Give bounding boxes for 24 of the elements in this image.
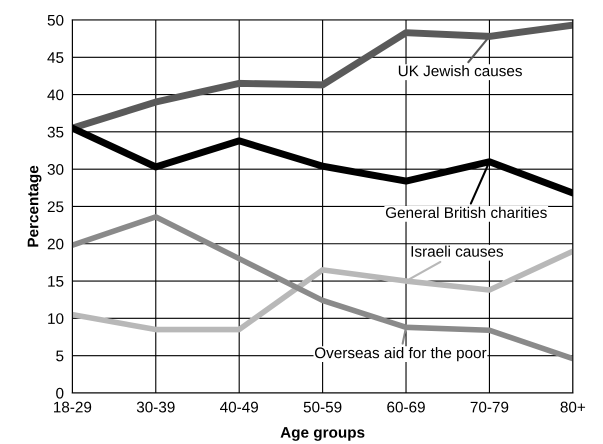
y-tick-label: 5 (56, 350, 64, 362)
y-tick-label: 40 (47, 89, 64, 100)
y-tick-label: 25 (48, 201, 64, 212)
x-tick-label: 40-49 (220, 402, 258, 412)
x-tick-label: 80+ (560, 402, 586, 412)
y-tick-label: 0 (56, 388, 64, 399)
y-tick-label: 45 (47, 52, 64, 63)
x-tick-label: 18-29 (54, 402, 92, 412)
y-tick-label: 35 (48, 126, 64, 138)
x-tick-label: 30-39 (136, 402, 175, 412)
x-tick-label: 60-69 (387, 402, 425, 412)
y-tick-label: 20 (48, 238, 64, 250)
y-tick-label: 30 (48, 164, 64, 175)
legend-label: UK Jewish causes (398, 65, 522, 76)
y-axis-title: Percentage (28, 166, 42, 247)
series-label: Israeli causes (412, 246, 504, 257)
x-axis-title: Age groups (280, 427, 364, 441)
y-tick-label: 15 (48, 276, 64, 287)
y-tick-label: 10 (48, 313, 64, 324)
y-tick-label: 50 (48, 14, 64, 26)
legend-label: Overseas aid for the poor (314, 347, 486, 362)
x-tick-label: 70-79 (470, 402, 508, 412)
series-label: General British charities (386, 206, 547, 218)
x-tick-label: 50-59 (304, 402, 342, 412)
